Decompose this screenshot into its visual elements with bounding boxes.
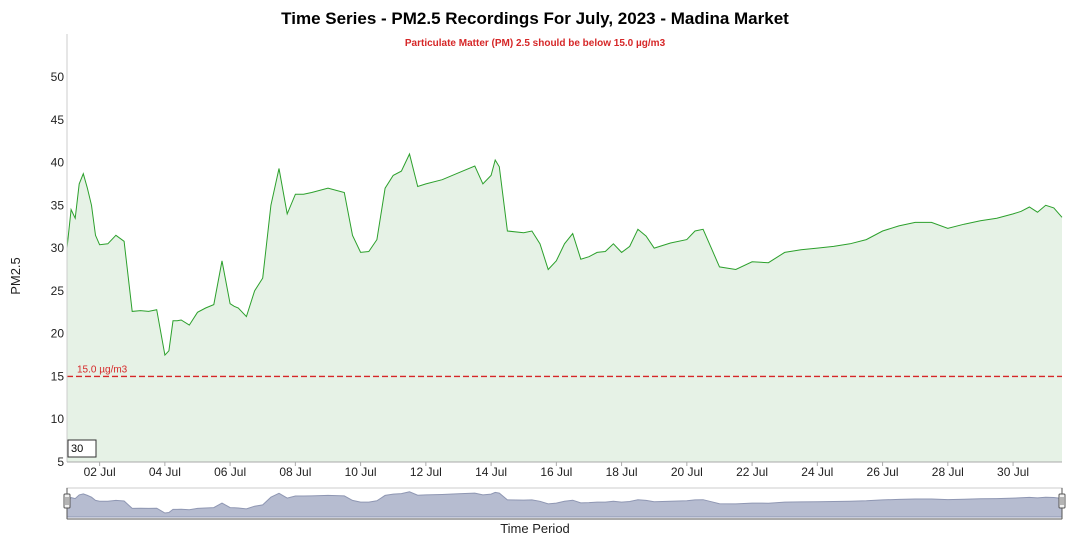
y-tick-label: 5 xyxy=(57,455,64,469)
navigator-series xyxy=(66,491,1063,518)
x-tick-labels: 02 Jul 04 Jul 06 Jul 08 Jul 10 Jul 12 Jul 14 J… xyxy=(84,462,1029,479)
x-axis-title: Time Period xyxy=(500,521,570,536)
x-tick-label: 12 Jul xyxy=(410,465,442,479)
y-tick-labels: 5 10 15 20 25 30 35 40 45 50 xyxy=(51,70,65,469)
y-tick-label: 45 xyxy=(51,113,65,127)
y-axis-title: PM2.5 xyxy=(8,257,23,295)
navigator-left-handle[interactable] xyxy=(63,493,71,509)
y-tick-label: 40 xyxy=(51,156,65,170)
x-tick-label: 16 Jul xyxy=(540,465,572,479)
pm25-series-line xyxy=(66,152,1063,357)
threshold-label: 15.0 µg/m3 xyxy=(77,364,128,375)
chart-title: Time Series - PM2.5 Recordings For July,… xyxy=(281,9,789,28)
pm25-area-fill xyxy=(67,154,1062,462)
y-tick-label: 35 xyxy=(51,198,65,212)
y-tick-label: 15 xyxy=(51,369,65,383)
y-tick-label: 20 xyxy=(51,327,65,341)
x-tick-label: 18 Jul xyxy=(606,465,638,479)
x-tick-label: 10 Jul xyxy=(345,465,377,479)
range-selector-box[interactable]: 30 xyxy=(67,439,97,458)
range-navigator[interactable] xyxy=(63,487,1066,520)
x-tick-label: 24 Jul xyxy=(801,465,833,479)
x-tick-label: 22 Jul xyxy=(736,465,768,479)
x-tick-label: 02 Jul xyxy=(84,465,116,479)
range-selector-box-frame xyxy=(67,439,97,458)
navigator-right-handle[interactable] xyxy=(1058,493,1066,509)
x-tick-label: 28 Jul xyxy=(932,465,964,479)
y-tick-label: 10 xyxy=(51,412,65,426)
plot-area[interactable]: 15.0 µg/m3 xyxy=(66,152,1063,462)
range-selector-box-label: 30 xyxy=(71,443,83,455)
x-tick-label: 06 Jul xyxy=(214,465,246,479)
y-tick-label: 50 xyxy=(51,70,65,84)
x-tick-label: 04 Jul xyxy=(149,465,181,479)
x-tick-label: 20 Jul xyxy=(671,465,703,479)
y-tick-label: 30 xyxy=(51,241,65,255)
x-tick-label: 14 Jul xyxy=(475,465,507,479)
y-tick-label: 25 xyxy=(51,284,65,298)
x-tick-label: 30 Jul xyxy=(997,465,1029,479)
x-tick-label: 26 Jul xyxy=(867,465,899,479)
chart-subtitle: Particulate Matter (PM) 2.5 should be be… xyxy=(405,38,666,49)
x-tick-label: 08 Jul xyxy=(279,465,311,479)
